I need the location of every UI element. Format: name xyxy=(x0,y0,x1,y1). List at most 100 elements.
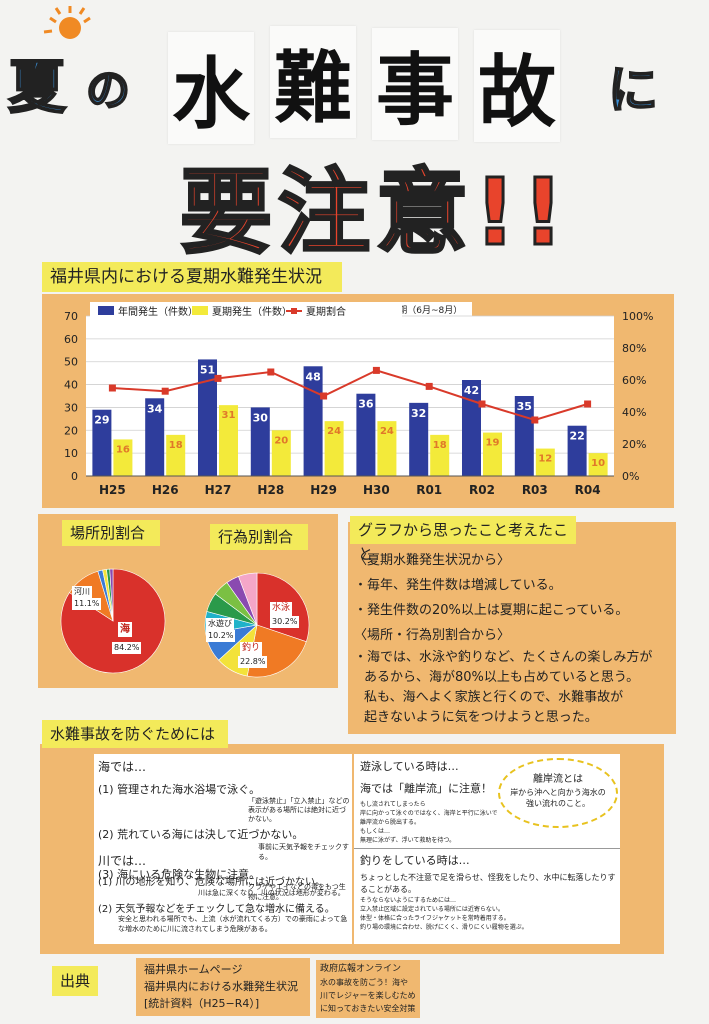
bar-annual-label: 34 xyxy=(147,402,163,415)
source-2: 政府広報オンライン 水の事故を防ごう！海や 川でレジャーを楽しむため に知ってお… xyxy=(316,960,420,1018)
fish-title: 釣りをしている時は… xyxy=(360,854,470,867)
bar-summer xyxy=(113,439,133,476)
river-tip-1-note: 川は急に深くなり、川の状況は地形が変わる。 xyxy=(198,889,345,897)
x-tick-label: R04 xyxy=(575,483,601,497)
legend-label: 夏期割合 xyxy=(306,305,346,318)
bar-annual-label: 30 xyxy=(253,411,269,424)
y2-tick-label: 20% xyxy=(622,438,646,451)
sea-tips: 海では… (1) 管理された海水浴場で泳ぐ。 「遊泳禁止」「立入禁止」などの表示… xyxy=(98,758,350,902)
swim-note: 岸に向かって泳ぐのではなく、海岸と平行に泳いで離岸流から脱出する。 xyxy=(360,810,498,826)
x-tick-label: H29 xyxy=(310,483,337,497)
ratio-point xyxy=(478,400,486,408)
bar-summer-label: 10 xyxy=(591,458,605,469)
ratio-line xyxy=(112,369,588,422)
ratio-point xyxy=(531,416,539,424)
bar-annual-label: 29 xyxy=(94,414,109,427)
legend-swatch xyxy=(98,306,114,315)
title-char: 夏 xyxy=(7,52,67,122)
source-2-line: 川でレジャーを楽しむため xyxy=(320,991,416,1000)
source-1-line: 福井県ホームページ xyxy=(144,963,243,976)
x-tick-label: R02 xyxy=(469,483,495,497)
bar-summer xyxy=(535,448,555,476)
legend-label: 年間発生（件数） xyxy=(118,305,198,318)
legend-swatch xyxy=(192,306,208,315)
swim-note: もし流されてしまったら xyxy=(360,801,426,808)
legend-box xyxy=(90,302,402,320)
bar-summer-label: 19 xyxy=(486,438,500,449)
y-tick-label: 0 xyxy=(71,470,78,483)
sea-tip-2: (2) 荒れている海には決して近づかない。 xyxy=(98,828,304,842)
play-pct: 10.2% xyxy=(206,630,236,642)
bar-annual-label: 35 xyxy=(517,400,532,413)
y2-tick-label: 0% xyxy=(622,470,639,483)
bar-summer-label: 20 xyxy=(274,435,288,446)
place-pie-chart xyxy=(60,568,166,674)
source-2-line: に知っておきたい安全対策 xyxy=(320,1004,416,1013)
bar-annual xyxy=(92,409,112,476)
fish-pct: 22.8% xyxy=(238,656,268,668)
sea-label: 海 xyxy=(118,622,132,637)
fish-note: 体型・体格に合ったライフジャケットを常時着用する。 xyxy=(360,915,510,922)
card-divider xyxy=(354,848,620,849)
swim-note: もしくは… xyxy=(360,828,391,835)
act-heading: 行為別割合 xyxy=(210,524,308,550)
thoughts-line: あるから、海が80%以上も占めていると思う。 xyxy=(364,670,640,685)
fish-label: 釣り xyxy=(240,642,263,656)
cloud-text: 岸から沖へと向かう海水の強い流れのこと。 xyxy=(510,788,606,809)
river-title: 川では… xyxy=(98,854,147,868)
river-pct: 11.1% xyxy=(72,598,102,610)
bar-summer-label: 24 xyxy=(380,426,394,437)
thoughts-panel xyxy=(348,522,676,734)
bar-summer-label: 12 xyxy=(538,454,552,465)
bar-summer xyxy=(271,430,291,476)
bar-annual-label: 42 xyxy=(464,384,479,397)
sea-pct: 84.2% xyxy=(112,642,142,654)
y-tick-label: 70 xyxy=(64,310,78,323)
y2-tick-label: 40% xyxy=(622,406,646,419)
plot-area xyxy=(86,316,614,476)
thoughts-sub1: 〈夏期水難発生状況から〉 xyxy=(354,553,511,568)
y-tick-label: 40 xyxy=(64,379,78,392)
place-heading: 場所別割合 xyxy=(62,520,160,546)
fish-note: そうならないようにするためには… xyxy=(360,897,456,904)
x-tick-label: H27 xyxy=(205,483,232,497)
legend-label: 夏期発生（件数） xyxy=(212,305,292,318)
bar-annual xyxy=(145,398,165,476)
bar-summer-label: 16 xyxy=(116,444,130,455)
source-1-line: 福井県内における水難発生状況 xyxy=(144,980,298,993)
y2-tick-label: 60% xyxy=(622,374,646,387)
y-tick-label: 10 xyxy=(64,447,78,460)
source-2-line: 水の事故を防ごう！海や xyxy=(320,978,408,987)
thoughts-sub2: 〈場所・行為別割合から〉 xyxy=(354,628,511,643)
swim-tips: 遊泳している時は… 海では「離岸流」に注意！ もし流されてしまったら 岸に向かっ… xyxy=(360,758,500,845)
thoughts-bullet: ・発生件数の20%以上は夏期に起こっている。 xyxy=(354,603,629,618)
thoughts-line: 私も、海へよく家族と行くので、水難事故が xyxy=(364,690,624,705)
ratio-point xyxy=(108,384,116,392)
x-tick-label: H26 xyxy=(152,483,179,497)
swim-tip: 海では「離岸流」に注意！ xyxy=(360,782,492,795)
ratio-point xyxy=(214,374,222,382)
legend-swatch xyxy=(291,308,297,314)
ratio-point xyxy=(425,382,433,390)
title-char: に xyxy=(607,60,659,120)
title-char: 難 xyxy=(270,26,357,138)
swim-note: 無理に泳がず、浮いて救助を待つ。 xyxy=(360,837,456,844)
thoughts-bullet: ・毎年、発生件数は増減している。 xyxy=(354,578,562,593)
x-tick-label: H25 xyxy=(99,483,126,497)
source-1: 福井県ホームページ 福井県内における水難発生状況 [統計資料（H25−R4）] xyxy=(136,958,310,1016)
bar-summer xyxy=(588,453,608,476)
thoughts-heading: グラフから思ったこと考えたこと xyxy=(350,516,576,563)
bar-summer xyxy=(430,434,450,476)
bar-summer xyxy=(377,421,397,476)
chart-heading: 福井県内における夏期水難発生状況 xyxy=(42,262,342,292)
title-char: の xyxy=(85,64,131,117)
sea-tip-3-note: クラゲやエイなどの毒をもつ生物に注意。 xyxy=(248,883,346,902)
y2-tick-label: 80% xyxy=(622,342,646,355)
bar-line-chart: 0 10 20 30 40 50 60 70 0% 20% 40% 60% 80% 100% 29 16 H25… xyxy=(64,302,653,497)
ratio-point xyxy=(161,387,169,395)
pie-slice xyxy=(238,572,258,626)
sea-tip-1-note: 「遊泳禁止」「立入禁止」などの表示がある場所には絶対に近づかない。 xyxy=(248,797,350,824)
ratio-point xyxy=(584,400,592,408)
fishing-tips: 釣りをしている時は… ちょっとした不注意で足を滑らせ、怪我をしたり、水中に転落し… xyxy=(360,852,616,932)
river-tip-2: (2) 天気予報などをチェックして急な増水に備える。 xyxy=(98,904,335,915)
